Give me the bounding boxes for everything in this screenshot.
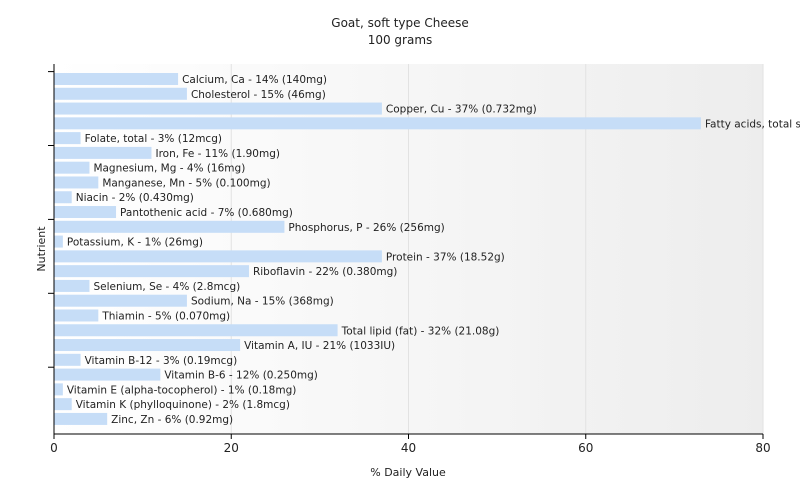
bar (54, 353, 81, 366)
bar-label: Protein - 37% (18.52g) (386, 251, 505, 263)
bar (54, 176, 99, 189)
bar-label: Thiamin - 5% (0.070mg) (101, 310, 230, 322)
x-tick-label: 60 (578, 441, 593, 455)
bar-label: Calcium, Ca - 14% (140mg) (182, 74, 327, 86)
bar (54, 132, 81, 145)
bar-label: Iron, Fe - 11% (1.90mg) (155, 148, 279, 160)
bar-label: Sodium, Na - 15% (368mg) (191, 296, 334, 308)
bar (54, 279, 90, 292)
bar (54, 220, 285, 233)
bar-label: Zinc, Zn - 6% (0.92mg) (111, 414, 233, 426)
bar-label: Selenium, Se - 4% (2.8mcg) (93, 281, 240, 293)
bar-label: Potassium, K - 1% (26mg) (67, 237, 203, 249)
bar-label: Niacin - 2% (0.430mg) (76, 192, 194, 204)
bar (54, 146, 152, 159)
chart-subtitle: 100 grams (368, 33, 433, 47)
bar (54, 265, 249, 278)
bar (54, 398, 72, 411)
bar (54, 412, 108, 425)
bar (54, 368, 161, 381)
bar (54, 161, 90, 174)
bar (54, 383, 63, 396)
x-axis-title: % Daily Value (370, 466, 446, 479)
bar-label: Total lipid (fat) - 32% (21.08g) (341, 325, 500, 337)
bar-label: Vitamin E (alpha-tocopherol) - 1% (0.18m… (67, 384, 296, 396)
bar-label: Folate, total - 3% (12mcg) (85, 133, 222, 145)
x-tick-label: 0 (50, 441, 58, 455)
bar-label: Magnesium, Mg - 4% (16mg) (93, 163, 245, 175)
bar-label: Manganese, Mn - 5% (0.100mg) (102, 177, 270, 189)
bar (54, 324, 338, 337)
bar (54, 102, 382, 115)
bar (54, 294, 187, 307)
x-tick-label: 40 (401, 441, 416, 455)
bar-label: Fatty acids, total saturated - 73% (14.5… (705, 118, 800, 130)
bar (54, 206, 117, 219)
axes: 0 20 40 60 80 (48, 64, 771, 455)
bar-label: Phosphorus, P - 26% (256mg) (288, 222, 444, 234)
bar (54, 117, 701, 130)
bar-labels: Calcium, Ca - 14% (140mg) Cholesterol - 1… (67, 74, 800, 426)
bar-label: Vitamin B-6 - 12% (0.250mg) (164, 370, 318, 382)
bar-label: Vitamin B-12 - 3% (0.19mcg) (85, 355, 238, 367)
y-axis-title: Nutrient (35, 226, 48, 272)
bar-label: Riboflavin - 22% (0.380mg) (253, 266, 397, 278)
x-tick-label: 20 (224, 441, 239, 455)
x-tick-label: 80 (755, 441, 770, 455)
bar (54, 235, 63, 248)
bar-label: Vitamin K (phylloquinone) - 2% (1.8mcg) (76, 399, 290, 411)
chart-title: Goat, soft type Cheese (331, 16, 468, 30)
bar (54, 250, 382, 263)
bar (54, 191, 72, 204)
bars (54, 73, 701, 425)
bar-label: Pantothenic acid - 7% (0.680mg) (120, 207, 293, 219)
bar-label: Vitamin A, IU - 21% (1033IU) (244, 340, 395, 352)
bar (54, 339, 241, 352)
bar (54, 309, 99, 322)
bar-label: Copper, Cu - 37% (0.732mg) (386, 104, 537, 116)
bar (54, 73, 179, 85)
bar-label: Cholesterol - 15% (46mg) (191, 89, 326, 101)
bar (54, 87, 187, 100)
